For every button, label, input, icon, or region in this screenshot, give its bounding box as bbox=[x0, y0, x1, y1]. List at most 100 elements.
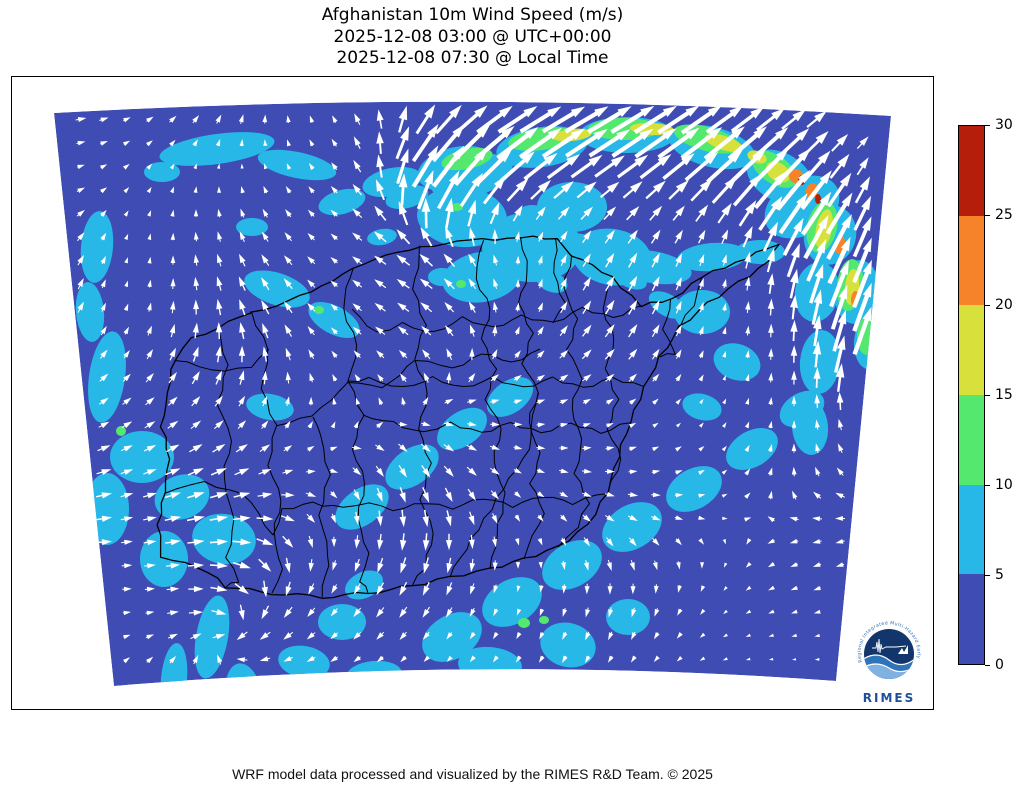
province-boundary-line bbox=[659, 298, 676, 358]
wind-arrow bbox=[431, 124, 465, 163]
wind-arrow bbox=[193, 209, 199, 217]
wind-arrow bbox=[535, 206, 546, 220]
wind-arrow bbox=[308, 559, 314, 572]
wind-arrow bbox=[649, 205, 663, 221]
wind-arrow bbox=[396, 254, 411, 266]
wind-arrow bbox=[744, 517, 752, 522]
wind-arrow bbox=[466, 466, 477, 476]
wind-arrow bbox=[398, 465, 407, 478]
wind-arrow bbox=[263, 185, 269, 194]
wind-speed-blob bbox=[536, 271, 568, 293]
wind-arrow bbox=[835, 492, 845, 499]
wind-speed-blob bbox=[385, 444, 439, 490]
wind-arrow bbox=[698, 278, 704, 290]
colorbar-tick-mark bbox=[985, 574, 990, 576]
wind-arrow bbox=[581, 468, 592, 474]
wind-arrow bbox=[515, 562, 521, 569]
wind-speed-blob bbox=[236, 218, 268, 236]
wind-arrow bbox=[767, 298, 775, 316]
wind-arrow bbox=[469, 655, 476, 663]
wind-arrow bbox=[166, 586, 180, 592]
wind-arrow bbox=[146, 325, 152, 336]
wind-speed-blob bbox=[314, 306, 324, 314]
wind-arrow bbox=[789, 516, 799, 522]
wind-arrow bbox=[469, 227, 476, 246]
wind-arrow bbox=[419, 253, 433, 267]
wind-arrow bbox=[352, 326, 362, 335]
wind-arrow bbox=[560, 277, 567, 290]
wind-arrow bbox=[767, 516, 775, 523]
wind-arrow bbox=[77, 278, 84, 290]
wind-arrow bbox=[493, 608, 499, 617]
wind-speed-blob bbox=[318, 188, 366, 216]
wind-arrow bbox=[559, 374, 569, 382]
wind-arrow bbox=[745, 585, 752, 591]
wind-arrow bbox=[121, 563, 133, 569]
wind-arrow bbox=[809, 264, 824, 304]
wind-arrow bbox=[652, 422, 659, 428]
wind-arrow bbox=[99, 117, 109, 123]
wind-arrow bbox=[468, 301, 476, 313]
wind-arrow bbox=[513, 399, 523, 405]
wind-arrow bbox=[652, 446, 660, 452]
wind-speed-blob bbox=[540, 622, 596, 668]
wind-arrow bbox=[835, 363, 845, 392]
wind-arrow bbox=[728, 148, 767, 185]
wind-arrow bbox=[259, 444, 271, 452]
wind-arrow bbox=[308, 583, 315, 595]
wind-arrow bbox=[420, 302, 433, 313]
wind-arrow bbox=[751, 147, 790, 186]
wind-arrow bbox=[561, 560, 566, 571]
wind-arrow bbox=[100, 164, 108, 170]
wind-arrow bbox=[96, 469, 112, 475]
wind-arrow bbox=[812, 340, 822, 368]
wind-arrow bbox=[191, 371, 200, 385]
wind-arrow bbox=[217, 231, 223, 242]
wind-arrow bbox=[376, 655, 384, 663]
wind-arrow bbox=[492, 229, 498, 244]
wind-arrow bbox=[454, 147, 489, 186]
wind-arrow bbox=[767, 273, 775, 294]
wind-arrow bbox=[562, 655, 568, 663]
wind-arrow bbox=[717, 203, 732, 224]
wind-arrow bbox=[285, 209, 292, 218]
wind-arrow bbox=[651, 252, 660, 268]
wind-arrow bbox=[856, 157, 869, 176]
wind-arrow bbox=[99, 141, 108, 146]
wind-arrow bbox=[120, 469, 134, 475]
wind-arrow bbox=[537, 302, 543, 312]
wind-arrow bbox=[76, 187, 85, 193]
wind-arrow bbox=[352, 467, 362, 476]
wind-arrow bbox=[492, 301, 498, 313]
wind-arrow bbox=[627, 492, 639, 497]
wind-arrow bbox=[815, 443, 820, 453]
wind-arrow bbox=[468, 511, 475, 526]
wind-arrow bbox=[582, 230, 592, 243]
wind-arrow bbox=[285, 347, 292, 361]
wind-arrow bbox=[399, 487, 406, 503]
wind-speed-blob bbox=[75, 282, 105, 342]
wind-arrow bbox=[353, 159, 362, 173]
wind-arrow bbox=[675, 538, 682, 546]
colorbar-tick-mark bbox=[985, 664, 990, 666]
wind-arrow bbox=[523, 153, 558, 181]
wind-arrow bbox=[215, 370, 222, 385]
wind-arrow bbox=[467, 199, 477, 227]
wind-arrow bbox=[144, 586, 155, 592]
wind-arrow bbox=[745, 350, 750, 359]
wind-arrow bbox=[559, 468, 569, 474]
colorbar-band bbox=[959, 574, 984, 665]
wind-arrow bbox=[587, 106, 632, 134]
wind-arrow bbox=[560, 301, 568, 314]
wind-arrow bbox=[814, 394, 820, 408]
wind-speed-blob bbox=[144, 162, 180, 182]
wind-arrow bbox=[145, 634, 155, 640]
wind-arrow bbox=[329, 468, 339, 473]
wind-arrow bbox=[836, 467, 844, 476]
wind-arrow bbox=[354, 374, 361, 382]
wind-arrow bbox=[837, 443, 844, 453]
wind-arrow bbox=[355, 397, 361, 405]
wind-arrow bbox=[744, 251, 751, 269]
wind-arrow bbox=[608, 655, 614, 663]
colorbar-tick-label: 15 bbox=[995, 387, 1013, 403]
